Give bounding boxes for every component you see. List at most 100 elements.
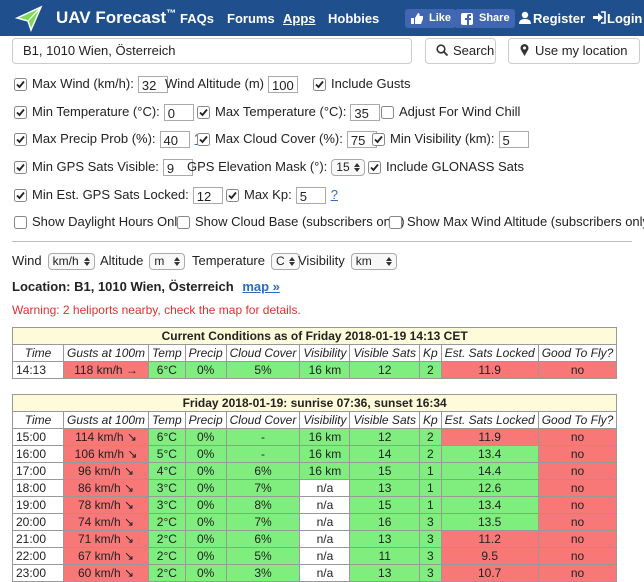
register-link[interactable]: Register	[533, 11, 586, 26]
cell: 12	[349, 428, 420, 446]
register-icon[interactable]	[519, 11, 531, 24]
option: Min Temperature (°C): 0	[14, 102, 194, 122]
like-label: Like	[429, 12, 452, 24]
option-select[interactable]: 15	[331, 158, 365, 176]
share-button[interactable]: Share	[455, 9, 515, 28]
cell: 86 km/h ↘	[62, 479, 150, 497]
option: Include Gusts	[313, 74, 411, 94]
option-input[interactable]: 40	[159, 130, 190, 148]
brand-name[interactable]: UAV Forecast	[56, 8, 167, 27]
checkbox[interactable]	[381, 105, 394, 119]
nav-link[interactable]: Apps	[283, 11, 316, 26]
cell: 118 km/h →	[62, 361, 150, 379]
nav-link[interactable]: Hobbies	[328, 11, 380, 26]
column-header: Visible Sats	[349, 344, 420, 362]
login-link[interactable]: Login	[607, 11, 643, 26]
cell: 6°C	[148, 428, 186, 446]
column-header: Gusts at 100m	[62, 411, 150, 429]
cell: 0%	[184, 479, 227, 497]
forecast-table: Current Conditions as of Friday 2018-01-…	[11, 327, 618, 582]
help-link[interactable]: ?	[330, 187, 338, 202]
checkbox-checked[interactable]	[14, 77, 27, 91]
data-row: 21:00 71 km/h ↘ 2°C 0% 6% n/a 13 3 11.2 no	[12, 530, 618, 548]
column-header: Temp	[148, 344, 186, 362]
checkbox-box	[14, 215, 27, 229]
location-button[interactable]: Use my location	[508, 38, 640, 64]
warning: Warning: 2 heliports nearby, check the m…	[12, 303, 301, 317]
option-input[interactable]: 5	[295, 186, 326, 204]
checkbox-checked[interactable]	[313, 77, 326, 91]
checkbox-checked[interactable]	[14, 105, 27, 119]
option-input[interactable]: 100	[267, 75, 298, 93]
cell: 5°C	[148, 445, 186, 463]
login-icon[interactable]	[593, 11, 606, 24]
checkbox-checked[interactable]	[226, 188, 239, 202]
check-mark	[199, 135, 208, 143]
brand[interactable]: UAV Forecast™	[56, 8, 176, 28]
option: Max Precip Prob (%):40?	[14, 129, 202, 149]
search-button[interactable]: Search	[425, 38, 496, 64]
option: Show Daylight Hours Only	[14, 212, 184, 232]
option-label: Show Daylight Hours Only	[32, 214, 184, 229]
option: Show Cloud Base (subscribers only)	[177, 212, 405, 232]
cell: 2°C	[148, 564, 186, 582]
data-row: 17:00 96 km/h ↘ 4°C 0% 6% 16 km 15 1 14.4 no	[12, 462, 618, 480]
map-link[interactable]: map »	[242, 279, 280, 294]
cell: 14.4	[440, 462, 539, 480]
like-button[interactable]: Like	[405, 9, 457, 28]
cell: n/a	[299, 530, 351, 548]
cell: 96 km/h ↘	[62, 462, 150, 480]
check-mark	[16, 135, 25, 143]
unit-select[interactable]: km	[350, 252, 397, 270]
share-icon	[461, 13, 473, 25]
checkbox[interactable]	[177, 215, 190, 229]
unit-option: Wind km/h	[12, 251, 95, 271]
column-header: Kp	[418, 344, 442, 362]
option-input[interactable]: 75	[346, 130, 377, 148]
unit-option: Temperature C	[192, 251, 300, 271]
table-title: Friday 2018-01-19: sunrise 07:36, sunset…	[11, 394, 618, 412]
nav-link[interactable]: Forums	[227, 11, 275, 26]
column-header: Good To Fly?	[537, 411, 618, 429]
option-input[interactable]: 0	[163, 103, 194, 121]
checkbox-checked[interactable]	[372, 132, 385, 146]
checkbox-checked[interactable]	[197, 105, 210, 119]
unit-select[interactable]: m	[149, 252, 186, 270]
cell: 15	[349, 496, 420, 514]
option-input[interactable]: 9	[162, 158, 193, 176]
cell: 14	[349, 445, 420, 463]
checkbox-checked[interactable]	[14, 132, 27, 146]
checkbox-checked[interactable]	[14, 188, 27, 202]
unit-select[interactable]: C	[270, 252, 300, 270]
search-input[interactable]: B1, 1010 Wien, Österreich	[12, 38, 412, 64]
checkbox-checked[interactable]	[368, 160, 381, 174]
cell: 106 km/h ↘	[62, 445, 150, 463]
option-label: Min Temperature (°C):	[32, 104, 160, 119]
option-input[interactable]: 32	[137, 75, 168, 93]
option: Min Visibility (km): 5	[372, 129, 529, 149]
option-label: Max Temperature (°C):	[215, 104, 347, 119]
cell: 4°C	[148, 462, 186, 480]
checkbox-checked[interactable]	[197, 132, 210, 146]
cell: 2	[418, 445, 442, 463]
option-input[interactable]: 35	[350, 103, 381, 121]
column-header: Gusts at 100m	[62, 344, 150, 362]
cell: 3	[418, 547, 442, 565]
option-label: Include Gusts	[331, 76, 411, 91]
checkbox[interactable]	[389, 215, 402, 229]
divider	[12, 241, 632, 242]
option-input[interactable]: 12	[192, 186, 223, 204]
unit-option: Visibility km	[298, 251, 397, 271]
cell: 2	[418, 428, 442, 446]
option-input[interactable]: 5	[498, 130, 529, 148]
checkbox[interactable]	[14, 215, 27, 229]
checkbox-checked[interactable]	[14, 160, 27, 174]
cell: 6%	[225, 530, 301, 548]
cell: n/a	[299, 496, 351, 514]
unit-select[interactable]: km/h	[47, 252, 95, 270]
option-label: Include GLONASS Sats	[386, 159, 525, 174]
logo[interactable]	[14, 4, 44, 32]
trademark: ™	[166, 8, 177, 20]
nav-link[interactable]: FAQs	[180, 11, 214, 26]
option: Max Cloud Cover (%): 75	[197, 129, 377, 149]
